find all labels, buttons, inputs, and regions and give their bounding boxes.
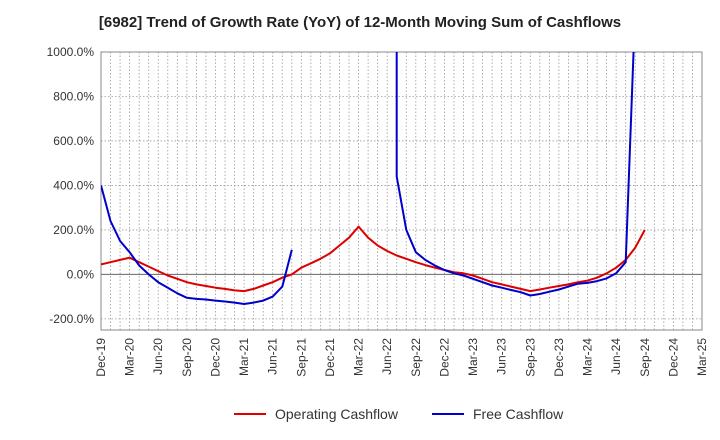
series-line-free-cashflow (395, 52, 635, 297)
x-tick-label: Sep-21 (294, 338, 308, 377)
x-tick-label: Jun-23 (495, 338, 509, 375)
series-line-operating-cashflow (101, 225, 646, 293)
chart-title: [6982] Trend of Growth Rate (YoY) of 12-… (98, 14, 622, 31)
x-tick-label: Jun-21 (266, 338, 280, 375)
plot-border (100, 51, 703, 331)
x-tick-label: Mar-24 (581, 338, 595, 376)
x-tick-label: Mar-23 (466, 338, 480, 376)
y-tick-label: 1000.0% (47, 45, 95, 59)
x-tick-label: Dec-23 (552, 338, 566, 377)
x-tick-label: Dec-21 (323, 338, 337, 377)
y-tick-label: 600.0% (53, 134, 94, 148)
x-tick-label: Dec-20 (208, 338, 222, 377)
legend-label: Operating Cashflow (275, 406, 399, 422)
plot-area (101, 52, 702, 330)
y-tick-label: 0.0% (67, 267, 95, 281)
x-tick-label: Jun-22 (380, 338, 394, 375)
series-group (101, 52, 646, 305)
series-line-free-cashflow (101, 185, 293, 305)
x-tick-label: Mar-20 (123, 338, 137, 376)
x-tick-label: Sep-23 (523, 338, 537, 377)
x-tick-label: Dec-22 (437, 338, 451, 377)
x-tick-label: Mar-21 (237, 338, 251, 376)
legend-label: Free Cashflow (473, 406, 564, 422)
x-tick-label: Sep-24 (638, 338, 652, 377)
y-tick-label: 400.0% (53, 178, 94, 192)
x-tick-label: Mar-22 (352, 338, 366, 376)
x-tick-label: Jun-20 (151, 338, 165, 375)
y-tick-label: 200.0% (53, 223, 94, 237)
x-tick-label: Dec-19 (94, 338, 108, 377)
y-tick-label: -200.0% (49, 312, 94, 326)
y-tick-label: 800.0% (53, 89, 94, 103)
x-tick-label: Sep-20 (180, 338, 194, 377)
x-tick-label: Jun-24 (609, 338, 623, 375)
x-tick-label: Sep-22 (409, 338, 423, 377)
x-tick-label: Dec-24 (666, 338, 680, 377)
x-tick-label: Mar-25 (695, 338, 709, 376)
